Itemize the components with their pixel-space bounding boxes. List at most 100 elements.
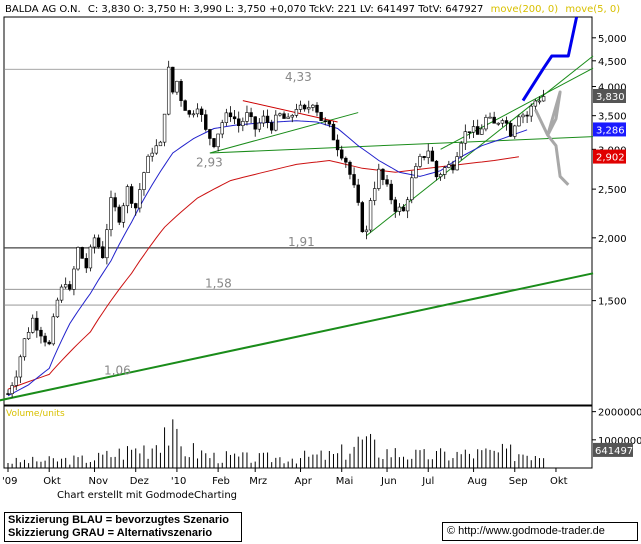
candle-body: [331, 123, 336, 141]
candle-body: [385, 179, 389, 185]
level-label: 1,58: [205, 276, 232, 290]
price-tag-box: [593, 122, 626, 137]
level-label: 1,91: [288, 235, 315, 249]
x-tick-label: Jul: [421, 476, 434, 487]
candle-body: [212, 138, 216, 148]
candle-body: [72, 268, 76, 290]
candle-body: [294, 109, 299, 116]
candle-body: [389, 183, 393, 201]
candle-body: [18, 356, 23, 378]
candle-body: [80, 247, 84, 259]
candle-body: [63, 284, 68, 288]
x-tick-label: Jun: [380, 476, 397, 487]
trendline: [209, 112, 359, 154]
candle-body: [537, 100, 542, 103]
trendline: [366, 55, 594, 237]
candle-body: [368, 200, 373, 231]
price-candles: [6, 60, 546, 398]
candle-body: [187, 110, 191, 115]
candle-body: [463, 131, 468, 144]
candle-body: [496, 122, 500, 125]
candle-body: [418, 156, 422, 167]
candle-body: [278, 113, 282, 116]
candle-body: [475, 126, 480, 135]
candle-body: [319, 111, 323, 121]
candle-body: [401, 206, 406, 212]
y-tick-label: 4,500: [598, 57, 627, 68]
candle-body: [249, 112, 253, 118]
candle-body: [430, 150, 435, 162]
candle-body: [513, 125, 517, 137]
candle-body: [414, 166, 418, 179]
candle-body: [117, 206, 121, 223]
candle-body: [14, 376, 18, 386]
candle-body: [269, 122, 274, 131]
volume-tag-box: [593, 442, 633, 457]
candle-body: [504, 120, 509, 124]
price-tag-label: 3,830: [596, 92, 625, 103]
candle-body: [257, 122, 262, 130]
trendline: [209, 136, 594, 154]
level-label: 2,93: [196, 155, 223, 169]
volume-bars: [7, 419, 545, 468]
candle-body: [59, 286, 64, 301]
candle-body: [68, 284, 72, 290]
candle-body: [327, 120, 332, 125]
candle-body: [274, 114, 278, 131]
scenario-sketches: [521, 16, 579, 186]
candle-body: [356, 184, 360, 203]
candle-body: [422, 156, 426, 158]
candle-body: [335, 139, 340, 151]
candle-body: [179, 80, 183, 101]
time-x-axis: '09 Okt Nov Dez '10 Feb Mrz Apr Mai Jun Jul Aug Sep O…: [2, 468, 568, 487]
x-tick-label: Nov: [89, 476, 109, 487]
x-tick-label: Feb: [212, 476, 230, 487]
ma200-path: [7, 156, 519, 390]
candle-body: [405, 199, 410, 212]
level-label: 1,06: [104, 363, 131, 377]
price-tag-box: [593, 89, 626, 104]
x-tick-label: Sep: [509, 476, 528, 487]
legend-gray: Skizzierung GRAU = Alternativszenario: [8, 527, 213, 539]
candle-body: [109, 197, 113, 231]
candle-body: [541, 96, 546, 102]
x-tick-label: Okt: [550, 476, 568, 487]
x-tick-label: '10: [171, 476, 186, 487]
level-labels: 4,33 2,93 1,91 1,58 1,06: [104, 70, 315, 377]
candle-body: [22, 338, 27, 358]
candle-body: [517, 116, 521, 127]
candle-body: [199, 108, 204, 115]
candle-body: [191, 113, 196, 116]
candle-body: [43, 335, 47, 343]
candle-body: [455, 156, 459, 171]
candle-body: [134, 203, 138, 209]
candle-body: [92, 237, 97, 248]
source-url[interactable]: © http://www.godmode-trader.de: [442, 522, 638, 541]
candle-body: [232, 116, 237, 120]
candle-body: [138, 189, 142, 209]
candle-body: [286, 116, 290, 119]
x-tick-label: Mai: [336, 476, 354, 487]
candle-body: [434, 160, 439, 178]
candle-body: [113, 197, 117, 208]
candle-body: [142, 172, 146, 190]
level-label: 4,33: [285, 70, 312, 84]
candle-body: [241, 121, 245, 126]
vol-tick-label: 2000000: [598, 408, 641, 419]
candle-body: [216, 133, 220, 148]
candle-body: [467, 131, 472, 133]
candle-body: [51, 316, 56, 345]
candle-body: [492, 116, 496, 124]
candle-body: [315, 104, 319, 113]
legend-blue: Skizzierung BLAU = bevorzugtes Szenario: [8, 514, 229, 526]
candle-body: [377, 168, 381, 189]
volume-tag-label: 641497: [595, 446, 633, 457]
candle-body: [195, 108, 200, 115]
candle-body: [525, 114, 529, 117]
price-tag-box: [593, 149, 626, 164]
y-tick-label: 1,500: [598, 297, 627, 308]
candle-body: [146, 155, 150, 173]
candle-body: [484, 117, 488, 130]
